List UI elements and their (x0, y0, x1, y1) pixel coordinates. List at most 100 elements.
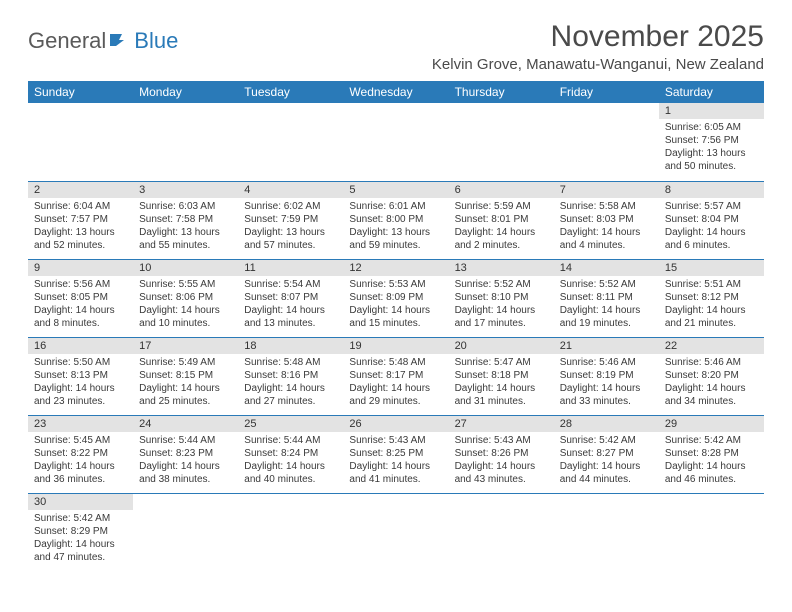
day-number: 17 (133, 338, 238, 354)
logo-text-general: General (28, 28, 106, 54)
sunrise-text: Sunrise: 5:42 AM (665, 434, 758, 447)
day-number (554, 494, 659, 510)
day-body: Sunrise: 5:43 AMSunset: 8:25 PMDaylight:… (343, 432, 448, 490)
sunset-text: Sunset: 8:19 PM (560, 369, 653, 382)
day-number: 28 (554, 416, 659, 432)
calendar-cell: 13Sunrise: 5:52 AMSunset: 8:10 PMDayligh… (449, 259, 554, 337)
day-body: Sunrise: 5:47 AMSunset: 8:18 PMDaylight:… (449, 354, 554, 412)
calendar-cell: 3Sunrise: 6:03 AMSunset: 7:58 PMDaylight… (133, 181, 238, 259)
day-number: 29 (659, 416, 764, 432)
day-body (238, 510, 343, 516)
daylight-text: Daylight: 14 hours and 40 minutes. (244, 460, 337, 486)
calendar-cell: 10Sunrise: 5:55 AMSunset: 8:06 PMDayligh… (133, 259, 238, 337)
day-body: Sunrise: 5:50 AMSunset: 8:13 PMDaylight:… (28, 354, 133, 412)
daylight-text: Daylight: 14 hours and 46 minutes. (665, 460, 758, 486)
calendar-cell: 5Sunrise: 6:01 AMSunset: 8:00 PMDaylight… (343, 181, 448, 259)
day-number: 21 (554, 338, 659, 354)
day-number: 5 (343, 182, 448, 198)
calendar-cell: 1Sunrise: 6:05 AMSunset: 7:56 PMDaylight… (659, 103, 764, 181)
sunset-text: Sunset: 7:58 PM (139, 213, 232, 226)
sunrise-text: Sunrise: 5:57 AM (665, 200, 758, 213)
day-body (133, 119, 238, 125)
sunset-text: Sunset: 7:59 PM (244, 213, 337, 226)
day-body: Sunrise: 5:49 AMSunset: 8:15 PMDaylight:… (133, 354, 238, 412)
sunrise-text: Sunrise: 6:01 AM (349, 200, 442, 213)
sunrise-text: Sunrise: 5:46 AM (665, 356, 758, 369)
day-body: Sunrise: 5:45 AMSunset: 8:22 PMDaylight:… (28, 432, 133, 490)
day-body: Sunrise: 5:57 AMSunset: 8:04 PMDaylight:… (659, 198, 764, 256)
day-number: 27 (449, 416, 554, 432)
calendar-cell: 18Sunrise: 5:48 AMSunset: 8:16 PMDayligh… (238, 337, 343, 415)
daylight-text: Daylight: 14 hours and 27 minutes. (244, 382, 337, 408)
daylight-text: Daylight: 14 hours and 36 minutes. (34, 460, 127, 486)
sunset-text: Sunset: 8:11 PM (560, 291, 653, 304)
day-body (238, 119, 343, 125)
dayheader: Thursday (449, 81, 554, 103)
day-number: 22 (659, 338, 764, 354)
calendar-cell: 7Sunrise: 5:58 AMSunset: 8:03 PMDaylight… (554, 181, 659, 259)
calendar-cell (133, 493, 238, 571)
dayheader: Friday (554, 81, 659, 103)
day-body: Sunrise: 5:43 AMSunset: 8:26 PMDaylight:… (449, 432, 554, 490)
day-body: Sunrise: 5:56 AMSunset: 8:05 PMDaylight:… (28, 276, 133, 334)
calendar-cell: 21Sunrise: 5:46 AMSunset: 8:19 PMDayligh… (554, 337, 659, 415)
sunset-text: Sunset: 8:06 PM (139, 291, 232, 304)
sunrise-text: Sunrise: 5:54 AM (244, 278, 337, 291)
day-number (343, 103, 448, 119)
sunrise-text: Sunrise: 5:53 AM (349, 278, 442, 291)
day-number (133, 494, 238, 510)
calendar-row: 23Sunrise: 5:45 AMSunset: 8:22 PMDayligh… (28, 415, 764, 493)
dayheader: Wednesday (343, 81, 448, 103)
month-title: November 2025 (432, 20, 764, 54)
daylight-text: Daylight: 13 hours and 57 minutes. (244, 226, 337, 252)
daylight-text: Daylight: 14 hours and 33 minutes. (560, 382, 653, 408)
daylight-text: Daylight: 13 hours and 52 minutes. (34, 226, 127, 252)
day-body: Sunrise: 5:53 AMSunset: 8:09 PMDaylight:… (343, 276, 448, 334)
sunrise-text: Sunrise: 5:59 AM (455, 200, 548, 213)
calendar-cell: 11Sunrise: 5:54 AMSunset: 8:07 PMDayligh… (238, 259, 343, 337)
daylight-text: Daylight: 14 hours and 44 minutes. (560, 460, 653, 486)
day-body: Sunrise: 5:44 AMSunset: 8:23 PMDaylight:… (133, 432, 238, 490)
sunset-text: Sunset: 8:17 PM (349, 369, 442, 382)
day-body (554, 119, 659, 125)
day-number: 26 (343, 416, 448, 432)
dayheader: Tuesday (238, 81, 343, 103)
day-number (238, 103, 343, 119)
day-body (343, 119, 448, 125)
dayheader-row: Sunday Monday Tuesday Wednesday Thursday… (28, 81, 764, 103)
sunrise-text: Sunrise: 6:05 AM (665, 121, 758, 134)
sunrise-text: Sunrise: 5:49 AM (139, 356, 232, 369)
day-body (133, 510, 238, 516)
day-number: 1 (659, 103, 764, 119)
day-body: Sunrise: 5:44 AMSunset: 8:24 PMDaylight:… (238, 432, 343, 490)
day-number: 13 (449, 260, 554, 276)
day-body: Sunrise: 6:05 AMSunset: 7:56 PMDaylight:… (659, 119, 764, 177)
day-body: Sunrise: 5:52 AMSunset: 8:10 PMDaylight:… (449, 276, 554, 334)
day-number (449, 494, 554, 510)
calendar-cell: 17Sunrise: 5:49 AMSunset: 8:15 PMDayligh… (133, 337, 238, 415)
header: General Blue November 2025 Kelvin Grove,… (28, 20, 764, 73)
calendar-cell (133, 103, 238, 181)
calendar-cell (554, 493, 659, 571)
sunrise-text: Sunrise: 5:44 AM (139, 434, 232, 447)
day-number: 6 (449, 182, 554, 198)
location: Kelvin Grove, Manawatu-Wanganui, New Zea… (432, 56, 764, 73)
calendar-cell: 8Sunrise: 5:57 AMSunset: 8:04 PMDaylight… (659, 181, 764, 259)
daylight-text: Daylight: 14 hours and 17 minutes. (455, 304, 548, 330)
sunset-text: Sunset: 8:13 PM (34, 369, 127, 382)
calendar-cell: 26Sunrise: 5:43 AMSunset: 8:25 PMDayligh… (343, 415, 448, 493)
sunset-text: Sunset: 8:12 PM (665, 291, 758, 304)
day-number: 19 (343, 338, 448, 354)
day-body: Sunrise: 5:51 AMSunset: 8:12 PMDaylight:… (659, 276, 764, 334)
sunset-text: Sunset: 8:27 PM (560, 447, 653, 460)
sunrise-text: Sunrise: 5:58 AM (560, 200, 653, 213)
sunset-text: Sunset: 8:10 PM (455, 291, 548, 304)
calendar-cell: 6Sunrise: 5:59 AMSunset: 8:01 PMDaylight… (449, 181, 554, 259)
calendar-cell (28, 103, 133, 181)
calendar-cell (238, 103, 343, 181)
sunrise-text: Sunrise: 5:43 AM (349, 434, 442, 447)
sunset-text: Sunset: 8:20 PM (665, 369, 758, 382)
day-number: 16 (28, 338, 133, 354)
daylight-text: Daylight: 14 hours and 38 minutes. (139, 460, 232, 486)
sunrise-text: Sunrise: 6:02 AM (244, 200, 337, 213)
